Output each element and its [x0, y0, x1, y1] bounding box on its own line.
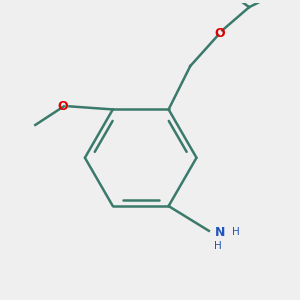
Text: H: H: [232, 227, 239, 237]
Text: O: O: [214, 27, 225, 40]
Text: N: N: [214, 226, 225, 239]
Text: H: H: [214, 241, 222, 251]
Text: O: O: [57, 100, 68, 113]
